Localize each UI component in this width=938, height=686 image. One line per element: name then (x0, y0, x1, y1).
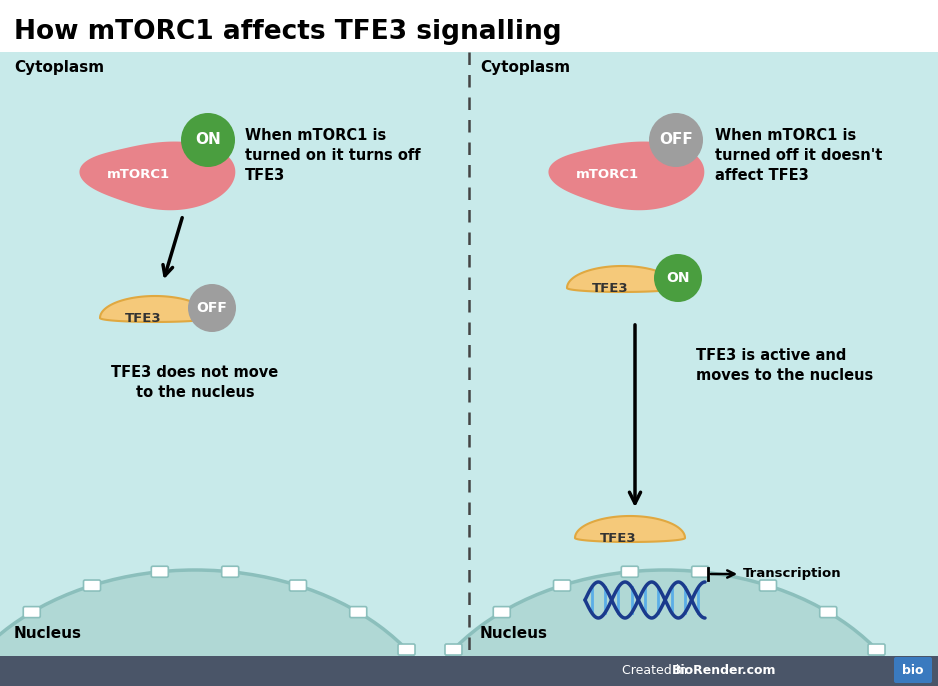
Polygon shape (100, 296, 210, 322)
Ellipse shape (0, 570, 455, 686)
Text: ON: ON (195, 132, 220, 147)
Text: TFE3: TFE3 (592, 281, 628, 294)
FancyBboxPatch shape (553, 580, 570, 591)
Bar (0, 52, 469, 656)
Text: TFE3: TFE3 (125, 311, 161, 324)
Text: TFE3 is active and
moves to the nucleus: TFE3 is active and moves to the nucleus (696, 348, 873, 383)
FancyBboxPatch shape (83, 580, 100, 591)
Text: OFF: OFF (659, 132, 693, 147)
Text: Cytoplasm: Cytoplasm (14, 60, 104, 75)
Circle shape (649, 113, 703, 167)
Text: When mTORC1 is
turned on it turns off
TFE3: When mTORC1 is turned on it turns off TF… (245, 128, 420, 182)
FancyBboxPatch shape (621, 566, 639, 577)
Text: TFE3: TFE3 (599, 532, 636, 545)
Text: mTORC1: mTORC1 (106, 169, 170, 182)
Text: bio: bio (902, 663, 924, 676)
Text: Cytoplasm: Cytoplasm (480, 60, 570, 75)
FancyBboxPatch shape (290, 580, 307, 591)
Text: When mTORC1 is
turned off it doesn't
affect TFE3: When mTORC1 is turned off it doesn't aff… (715, 128, 883, 182)
Circle shape (181, 113, 235, 167)
Circle shape (188, 284, 236, 332)
Polygon shape (575, 516, 685, 542)
Text: Transcription: Transcription (743, 567, 841, 580)
Text: OFF: OFF (197, 301, 227, 315)
FancyBboxPatch shape (350, 606, 367, 617)
Circle shape (654, 254, 702, 302)
Polygon shape (567, 266, 677, 292)
Bar (469, 52, 938, 656)
FancyBboxPatch shape (820, 606, 837, 617)
Ellipse shape (405, 570, 925, 686)
Text: How mTORC1 affects TFE3 signalling: How mTORC1 affects TFE3 signalling (14, 19, 562, 45)
Text: ON: ON (666, 271, 689, 285)
Bar (0, 656, 938, 686)
Text: mTORC1: mTORC1 (575, 169, 639, 182)
FancyBboxPatch shape (868, 644, 885, 655)
FancyBboxPatch shape (493, 606, 510, 617)
Polygon shape (80, 141, 235, 210)
FancyBboxPatch shape (691, 566, 709, 577)
FancyBboxPatch shape (894, 657, 932, 683)
Text: BioRender.com: BioRender.com (672, 665, 777, 678)
Polygon shape (549, 141, 704, 210)
FancyBboxPatch shape (151, 566, 168, 577)
FancyBboxPatch shape (445, 644, 462, 655)
FancyBboxPatch shape (23, 606, 40, 617)
FancyBboxPatch shape (398, 644, 415, 655)
FancyBboxPatch shape (760, 580, 777, 591)
Bar (0, 0, 938, 52)
FancyBboxPatch shape (221, 566, 238, 577)
Text: TFE3 does not move
to the nucleus: TFE3 does not move to the nucleus (112, 365, 279, 400)
Text: Nucleus: Nucleus (480, 626, 548, 641)
Text: Created in: Created in (622, 665, 691, 678)
Text: Nucleus: Nucleus (14, 626, 82, 641)
